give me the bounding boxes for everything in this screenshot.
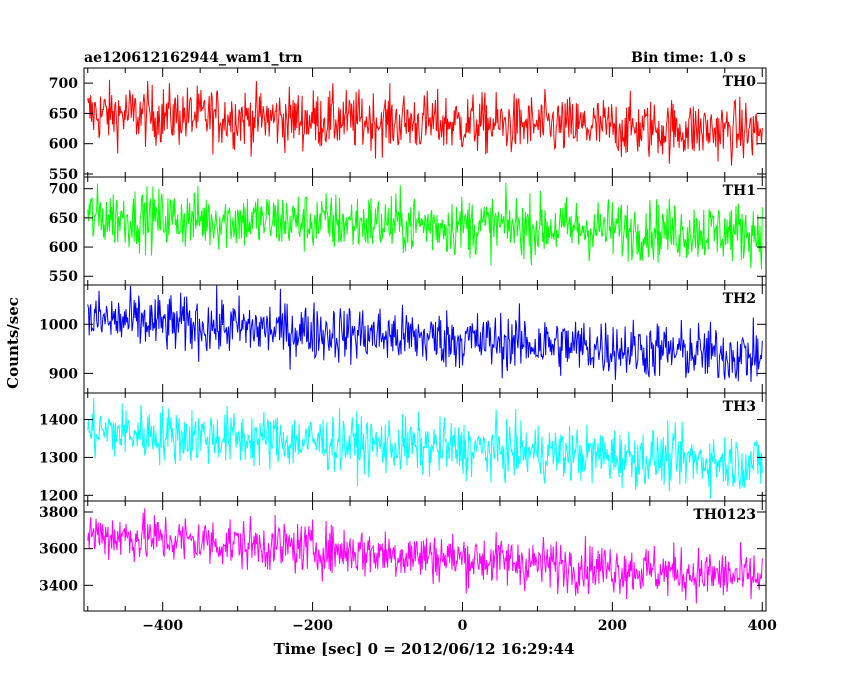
x-axis-label: Time [sec] 0 = 2012/06/12 16:29:44 — [274, 640, 575, 658]
y-tick-label: 1200 — [39, 488, 78, 504]
x-tick-label: 400 — [748, 618, 777, 634]
y-tick-label: 1400 — [39, 413, 78, 429]
series-line-th0123 — [87, 508, 763, 604]
y-tick-label: 700 — [49, 182, 78, 198]
y-tick-label: 650 — [49, 106, 78, 122]
y-tick-label: 550 — [49, 269, 78, 285]
y-tick-label: 1300 — [39, 450, 78, 466]
panel-name-label: TH1 — [723, 183, 756, 199]
y-tick-label: 3800 — [39, 505, 78, 521]
panel-th0123: TH0123 3400 3600 3800 — [39, 500, 767, 612]
y-tick-label: 650 — [49, 211, 78, 227]
x-tick-label: 200 — [598, 618, 627, 634]
x-tick-label: 0 — [458, 618, 468, 634]
y-tick-label: 3400 — [39, 578, 78, 594]
panels-group: TH0 550 600 650 700 TH1 550 600 650 700 TH2 900 1000… — [39, 67, 777, 634]
panel-name-label: TH3 — [723, 399, 756, 415]
panel-name-label: TH0 — [723, 74, 757, 90]
y-tick-label: 700 — [49, 76, 78, 92]
y-axis-label: Counts/sec — [4, 297, 22, 389]
series-line-th2 — [87, 285, 763, 382]
panel-th1: TH1 550 600 650 700 — [49, 176, 767, 286]
series-line-th3 — [87, 397, 763, 499]
bin-time-label: Bin time: 1.0 s — [631, 50, 746, 66]
panel-th0: TH0 550 600 650 700 — [49, 67, 767, 183]
y-tick-label: 3600 — [39, 542, 78, 558]
y-tick-label: 900 — [49, 366, 78, 382]
x-tick-label: −400 — [142, 618, 183, 634]
series-line-th1 — [87, 182, 763, 270]
chart-title: ae120612162944_wam1_trn — [84, 50, 303, 66]
panel-th3: TH3 1200 1300 1400 — [39, 392, 767, 504]
panel-th2: TH2 900 1000 — [39, 284, 767, 394]
panel-name-label: TH2 — [723, 291, 756, 307]
panel-name-label: TH0123 — [693, 507, 756, 523]
y-tick-label: 600 — [49, 137, 78, 153]
y-tick-label: 600 — [49, 240, 78, 256]
x-tick-label: −200 — [292, 618, 333, 634]
y-tick-label: 1000 — [39, 317, 78, 333]
y-tick-label: 550 — [49, 167, 78, 183]
series-line-th0 — [87, 79, 763, 166]
